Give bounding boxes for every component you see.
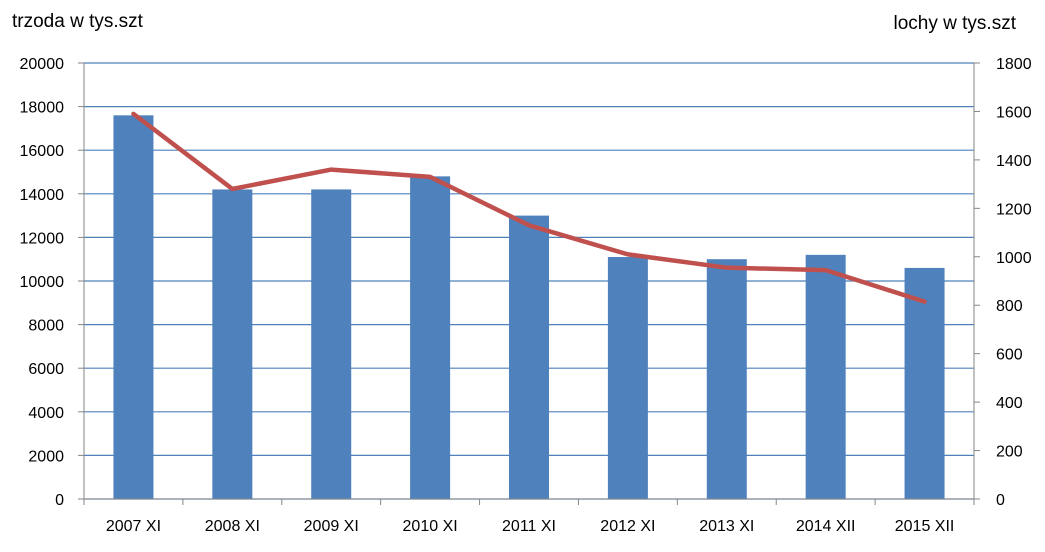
y-tick-label-left: 2000 bbox=[28, 448, 64, 465]
line-path bbox=[131, 111, 927, 304]
y-tick-label-right: 400 bbox=[996, 395, 1023, 412]
line-series bbox=[131, 111, 927, 304]
x-tick-label: 2009 XI bbox=[304, 518, 359, 535]
bar bbox=[212, 189, 253, 499]
bar bbox=[113, 115, 154, 499]
right-axis-ticks: 0 200 400 600 800 1000 1200 1400 1600 1800 bbox=[974, 56, 1032, 509]
y-tick-label-right: 1400 bbox=[996, 153, 1032, 170]
x-tick-label: 2014 XII bbox=[796, 518, 856, 535]
bar bbox=[509, 215, 549, 499]
x-tick-label: 2010 XI bbox=[403, 518, 458, 535]
y-tick-label-right: 200 bbox=[996, 444, 1023, 461]
x-tick-label: 2015 XII bbox=[895, 518, 955, 535]
y-tick-label-left: 6000 bbox=[28, 361, 64, 378]
bar bbox=[805, 254, 846, 499]
bar bbox=[410, 176, 451, 500]
y-tick-label-left: 10000 bbox=[20, 274, 65, 291]
y-tick-label-left: 12000 bbox=[20, 230, 65, 247]
y-tick-label-left: 18000 bbox=[20, 100, 65, 117]
y-tick-label-left: 14000 bbox=[20, 187, 65, 204]
bar bbox=[904, 267, 945, 499]
y-tick-label-right: 1600 bbox=[996, 104, 1032, 121]
bar bbox=[607, 257, 648, 499]
y-tick-label-left: 20000 bbox=[20, 56, 65, 73]
y-tick-label-right: 1000 bbox=[996, 250, 1032, 267]
left-axis-title: trzoda w tys.szt bbox=[12, 11, 144, 32]
y-tick-label-right: 1200 bbox=[996, 201, 1032, 218]
right-axis-title: lochy w tys.szt bbox=[894, 13, 1017, 34]
x-tick-label: 2008 XI bbox=[205, 518, 260, 535]
y-tick-label-right: 800 bbox=[996, 298, 1023, 315]
x-tick-label: 2011 XI bbox=[502, 518, 556, 535]
x-tick-label: 2013 XI bbox=[699, 518, 754, 535]
y-tick-label-left: 8000 bbox=[28, 318, 64, 335]
x-tick-label: 2012 XI bbox=[600, 518, 655, 535]
bar bbox=[706, 259, 747, 499]
y-tick-label-right: 1800 bbox=[996, 56, 1032, 73]
y-tick-label-left: 4000 bbox=[28, 405, 64, 422]
y-tick-label-left: 16000 bbox=[20, 143, 65, 160]
y-tick-label-right: 0 bbox=[996, 492, 1005, 509]
y-tick-label-left: 0 bbox=[55, 492, 64, 509]
bar bbox=[311, 189, 352, 499]
x-axis-ticks: 2007 XI 2008 XI 2009 XI 2010 XI 2011 XI 2012 … bbox=[83, 499, 975, 535]
left-axis-ticks: 0 2000 4000 6000 8000 10000 12000 14000 16000 180… bbox=[20, 56, 84, 509]
x-tick-label: 2007 XI bbox=[106, 518, 161, 535]
bar-series bbox=[113, 115, 945, 500]
y-tick-label-right: 600 bbox=[996, 347, 1023, 364]
